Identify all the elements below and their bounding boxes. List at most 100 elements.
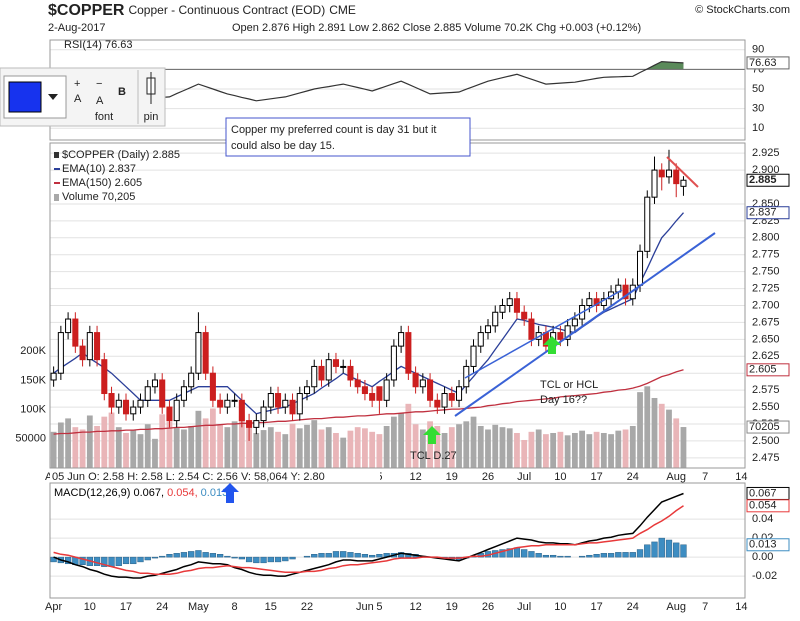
volume-bar [152, 438, 158, 468]
candle-body [296, 393, 303, 415]
histogram-bar [151, 556, 159, 559]
histogram-bar [499, 549, 506, 558]
trend-line [666, 156, 699, 188]
candle-body [513, 298, 520, 313]
volume-bar [593, 431, 600, 468]
volume-bar [637, 392, 643, 468]
volume-bar [260, 430, 267, 468]
glyph[interactable]: A [74, 93, 82, 105]
volume-bar [434, 425, 441, 468]
y-tick-label: 2.725 [752, 282, 780, 294]
value-tag-box [746, 206, 790, 220]
volume-bar [340, 437, 347, 468]
candle-body [217, 399, 224, 408]
histogram-bar [108, 556, 115, 567]
volume-bar [383, 425, 390, 468]
candle-body [332, 359, 339, 367]
legend-entry: 0.054, [167, 487, 198, 499]
candle-body [441, 393, 448, 408]
histogram-bar [578, 555, 586, 558]
y-tick-label: 0.00 [752, 551, 773, 563]
plot-area: 1030507090RSI(14) 76.6376.632.4752.5002.… [15, 39, 790, 613]
x-tick-label: 14 [735, 471, 747, 483]
y-tick-label: 2.675 [752, 316, 780, 328]
volume-bar [492, 424, 499, 468]
volume-bar [224, 427, 231, 468]
legend-entry: EMA(150) 2.605 [62, 177, 142, 189]
x-tick-label: Aug [666, 471, 686, 483]
volume-bar [181, 429, 187, 468]
histogram-bar [354, 553, 361, 558]
y-tick-label: 30 [752, 103, 764, 115]
quote: Open 2.876 High 2.891 Low 2.862 Close 2.… [232, 22, 641, 34]
y-tick-label: 2.750 [752, 266, 780, 278]
toolbar-label: pin [144, 111, 159, 123]
glyph[interactable]: B [118, 86, 126, 98]
histogram-bar [586, 554, 593, 558]
volume-bar [123, 432, 129, 468]
toolbar: + A − A B font pin [0, 67, 166, 127]
value-tag: 76.63 [749, 57, 777, 69]
x-tick-label: Jul [517, 601, 531, 613]
candle-body [50, 372, 57, 381]
y-tick-label: 150K [20, 374, 46, 386]
candle-body [557, 332, 564, 340]
volume-bar [528, 431, 535, 468]
copyright: © StockCharts.com [695, 4, 790, 16]
volume-bar [673, 418, 680, 468]
histogram-bar [188, 551, 195, 558]
x-tick-label: 10 [554, 471, 566, 483]
annotation-layer: Copper my preferred count is day 31 but … [221, 117, 716, 503]
candle-body [586, 298, 593, 306]
volume-bar [253, 432, 260, 468]
candle-body [238, 399, 245, 422]
histogram-bar [600, 553, 607, 558]
legend-entry: $COPPER (Daily) 2.885 [62, 149, 180, 161]
symbol: $COPPER [48, 2, 125, 19]
x-tick-label: 10 [84, 601, 96, 613]
candle-body [680, 179, 687, 187]
glyph[interactable]: A [96, 95, 104, 107]
candle-body [622, 284, 629, 300]
volume-bar [202, 418, 209, 468]
volume-bar [362, 428, 368, 468]
value-tag-box [746, 499, 790, 513]
volume-bar [108, 412, 115, 468]
legend: MACD(12,26,9) 0.067, 0.054, 0.013 [54, 487, 228, 499]
candle-body [521, 311, 528, 320]
candle-body [65, 318, 72, 334]
histogram-bar [180, 552, 188, 558]
histogram-bar [245, 556, 253, 563]
y-tick-label: 2.900 [752, 164, 780, 176]
volume-bar [325, 427, 332, 468]
x-tick-label: 26 [482, 601, 494, 613]
volume-bar [390, 416, 397, 468]
y-tick-label: 2.475 [752, 452, 780, 464]
x-tick-label: 7 [702, 471, 708, 483]
y-tick-label: 2.800 [752, 232, 780, 244]
volume-bar [521, 439, 528, 468]
volume-bar [311, 420, 318, 468]
volume-bar [579, 430, 586, 468]
candle-body [246, 420, 253, 428]
histogram-bar [636, 549, 644, 558]
histogram-bar [593, 554, 600, 558]
candle-body [231, 399, 238, 402]
volume-bar [629, 425, 636, 468]
volume-bar [159, 414, 166, 468]
legend-entry: Volume 70,205 [62, 191, 135, 203]
volume-bar [448, 427, 455, 468]
candle-body [303, 386, 311, 395]
volume-bar [246, 425, 252, 468]
legend-entry: 0.013 [201, 487, 229, 499]
candle-body [665, 169, 673, 178]
trend-line [454, 232, 716, 417]
histogram-bar [680, 544, 687, 558]
volume-bar [615, 430, 622, 468]
legend-entry: EMA(10) 2.837 [62, 163, 136, 175]
candle-body [419, 379, 426, 388]
candle-body [318, 365, 325, 381]
volume-bar [427, 421, 433, 468]
volume-bar [644, 386, 651, 468]
